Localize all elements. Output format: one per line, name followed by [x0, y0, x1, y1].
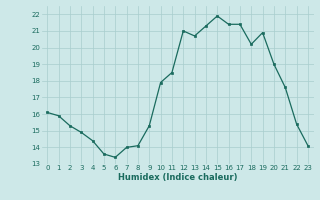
X-axis label: Humidex (Indice chaleur): Humidex (Indice chaleur) [118, 173, 237, 182]
